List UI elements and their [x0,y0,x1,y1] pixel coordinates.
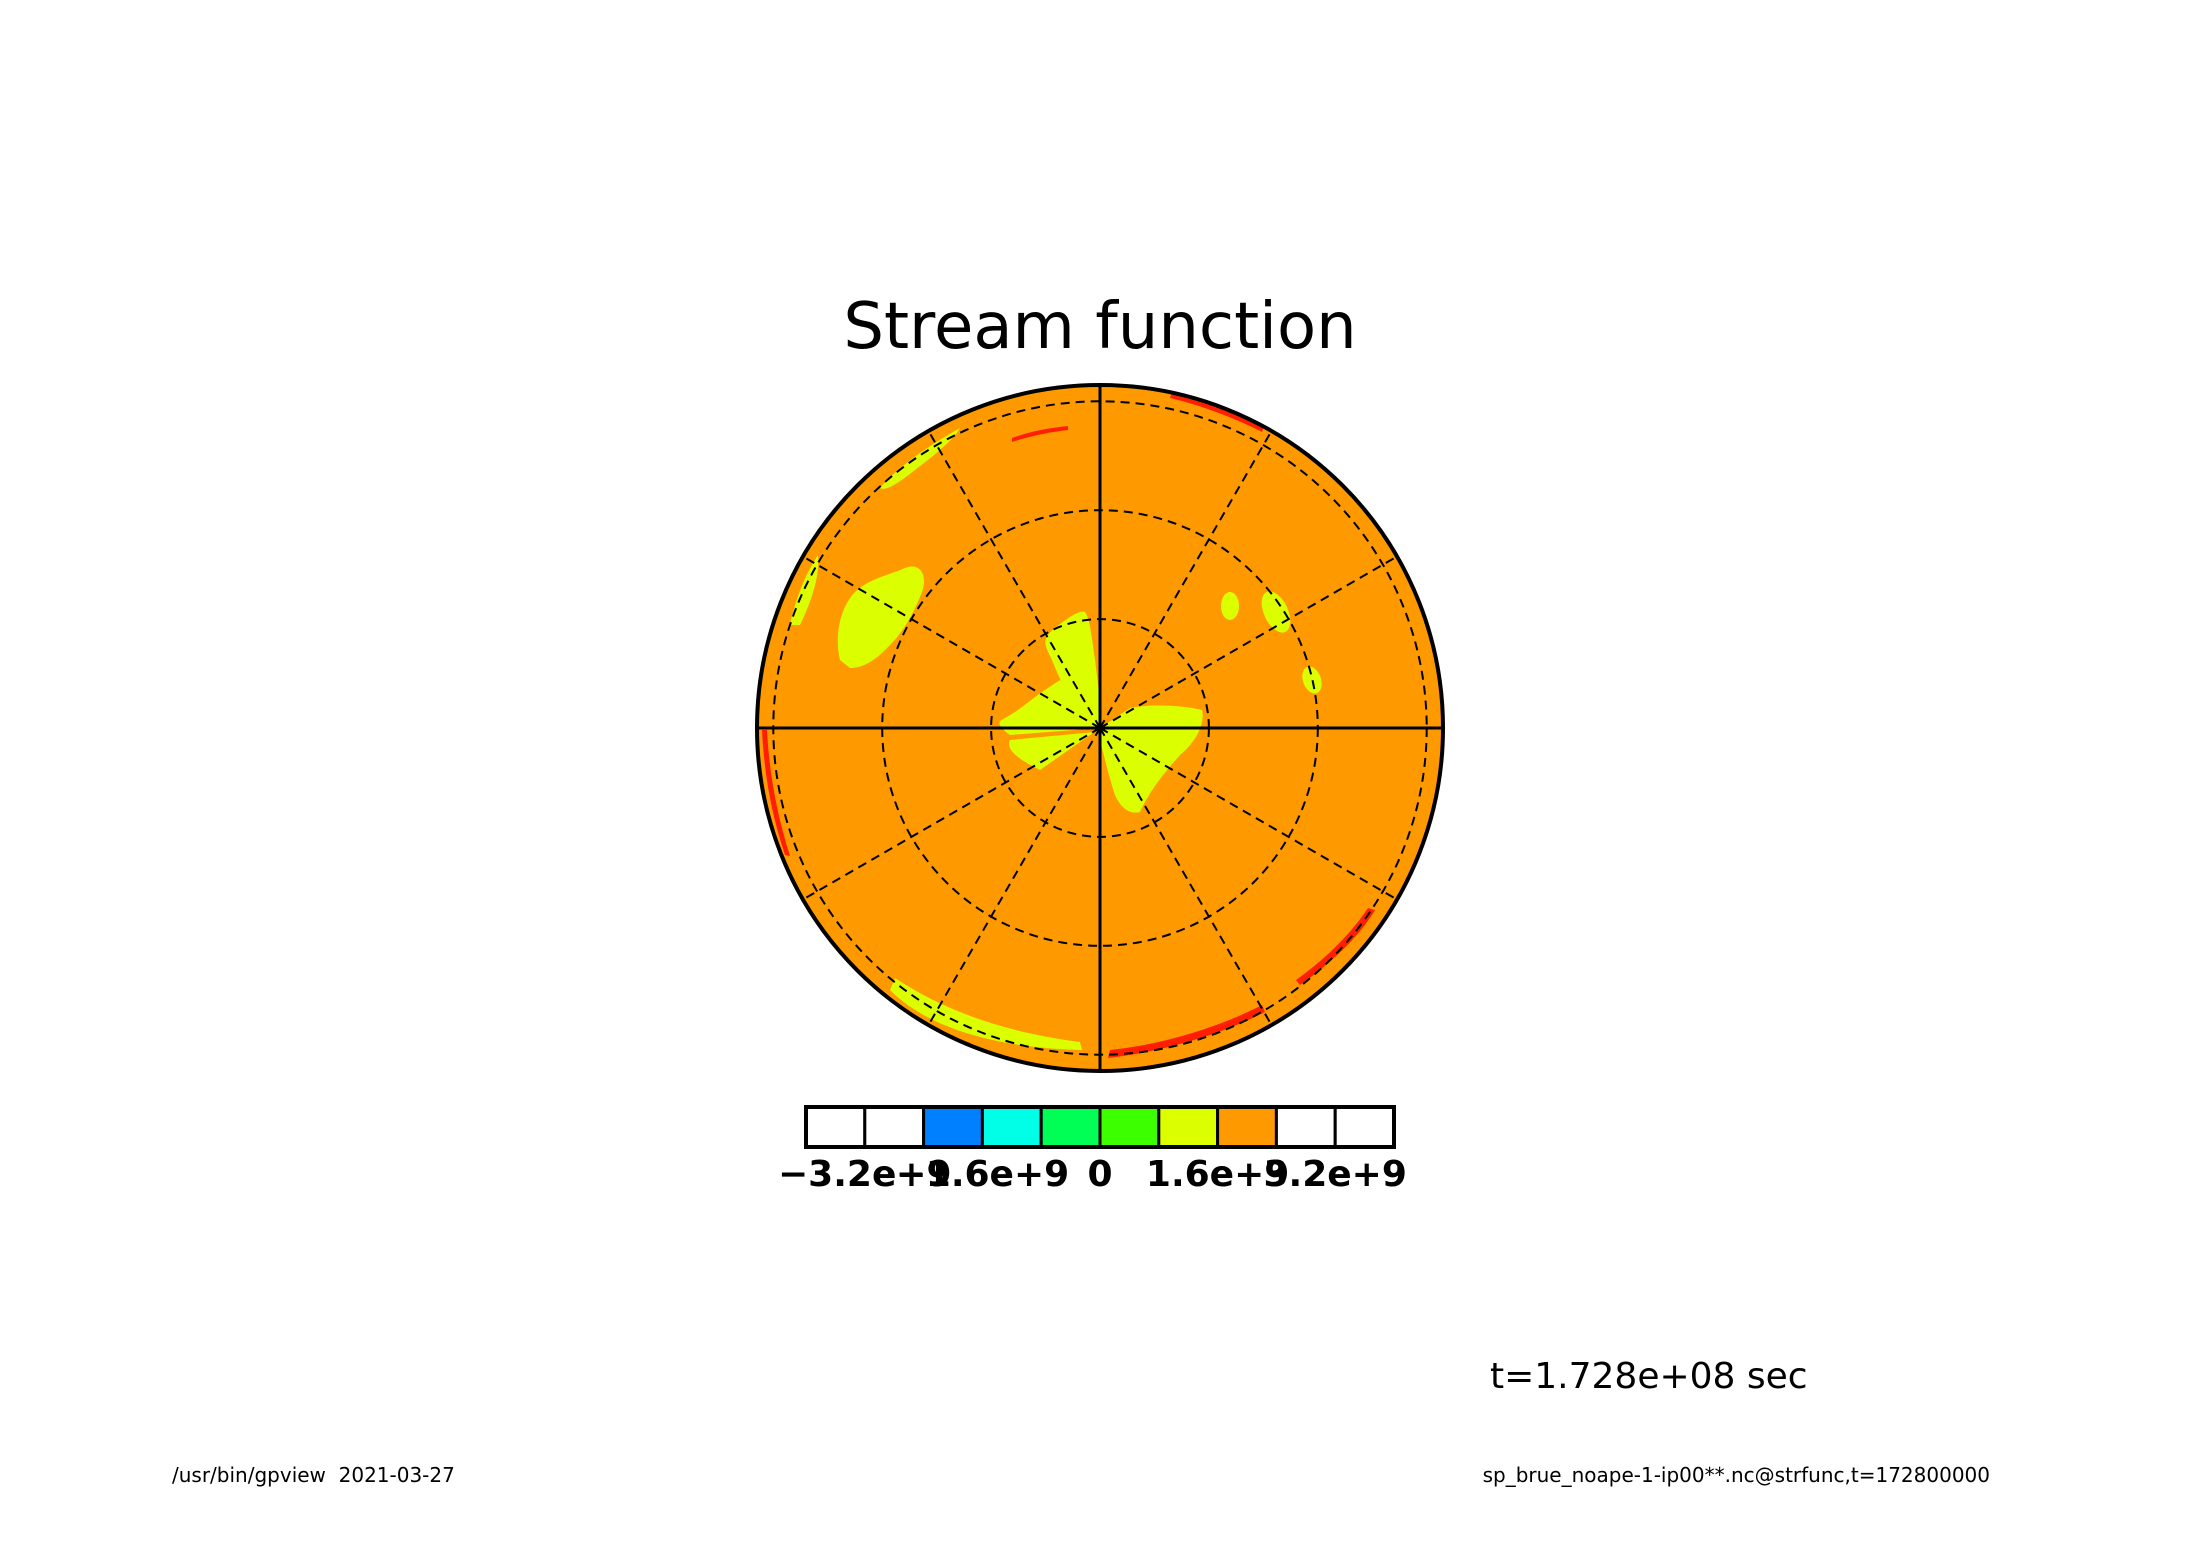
colorbar-swatch [863,1105,926,1149]
high-anomaly-streak-top [1012,426,1068,442]
footer-right: sp_brue_noape-1-ip00**.nc@strfunc,t=1728… [1483,1463,1990,1487]
longitude-spoke [1099,727,1398,901]
colorbar-frame [804,1105,1396,1149]
colorbar-swatch [1039,1105,1102,1149]
colorbar-tick-label: 0 [1087,1154,1112,1195]
high-anomaly-streak-bottom [1108,1005,1265,1058]
longitude-spoke [927,430,1101,729]
colorbar-swatch [1333,1105,1396,1149]
high-anomaly-streak-left [762,730,790,856]
rim-arc-lower-left [890,978,1082,1050]
polar-map [755,383,1445,1073]
colorbar-tick-labels: −3.2e+9−1.6e+9 0 1.6e+93.2e+9 [778,1154,1407,1195]
colorbar-swatch [1157,1105,1220,1149]
colorbar-swatch [1274,1105,1337,1149]
rim-arc-left [790,555,819,625]
upper-left-anomaly-region [837,566,925,668]
footer-left: /usr/bin/gpview 2021-03-27 [172,1463,455,1487]
longitude-spoke [1099,727,1273,1026]
longitude-spoke [927,727,1101,1026]
colorbar-swatch [922,1105,984,1149]
colorbar-swatch [980,1105,1043,1149]
colorbar-swatch [1098,1105,1161,1149]
longitude-spoke [802,727,1101,901]
time-label: t=1.728e+08 sec [1490,1356,1808,1397]
colorbar-tick-label: 3.2e+9 [1263,1154,1406,1195]
central-anomaly-region [999,611,1203,813]
colorbar-tick-label: −3.2e+9 [778,1154,952,1195]
colorbar-swatch [804,1105,867,1149]
small-anomaly-right-1 [1221,592,1239,620]
small-anomaly-right-3 [1302,666,1322,694]
high-anomaly-streak-top-right [1170,392,1264,432]
longitude-spoke [802,555,1101,729]
axis-lines [757,385,1443,1071]
colorbar [804,1105,1396,1149]
map-outline [755,383,1445,1073]
colorbar-tick-label: −1.6e+9 [896,1154,1070,1195]
colorbar-swatch [1216,1105,1278,1149]
anomaly-regions [762,392,1375,1058]
colorbar-tick-label: 1.6e+9 [1146,1154,1289,1195]
chart-title: Stream function [843,290,1356,364]
longitude-spoke [1099,430,1273,729]
longitude-spoke [1099,555,1398,729]
high-anomaly-streak-bottom-right [1296,908,1375,985]
